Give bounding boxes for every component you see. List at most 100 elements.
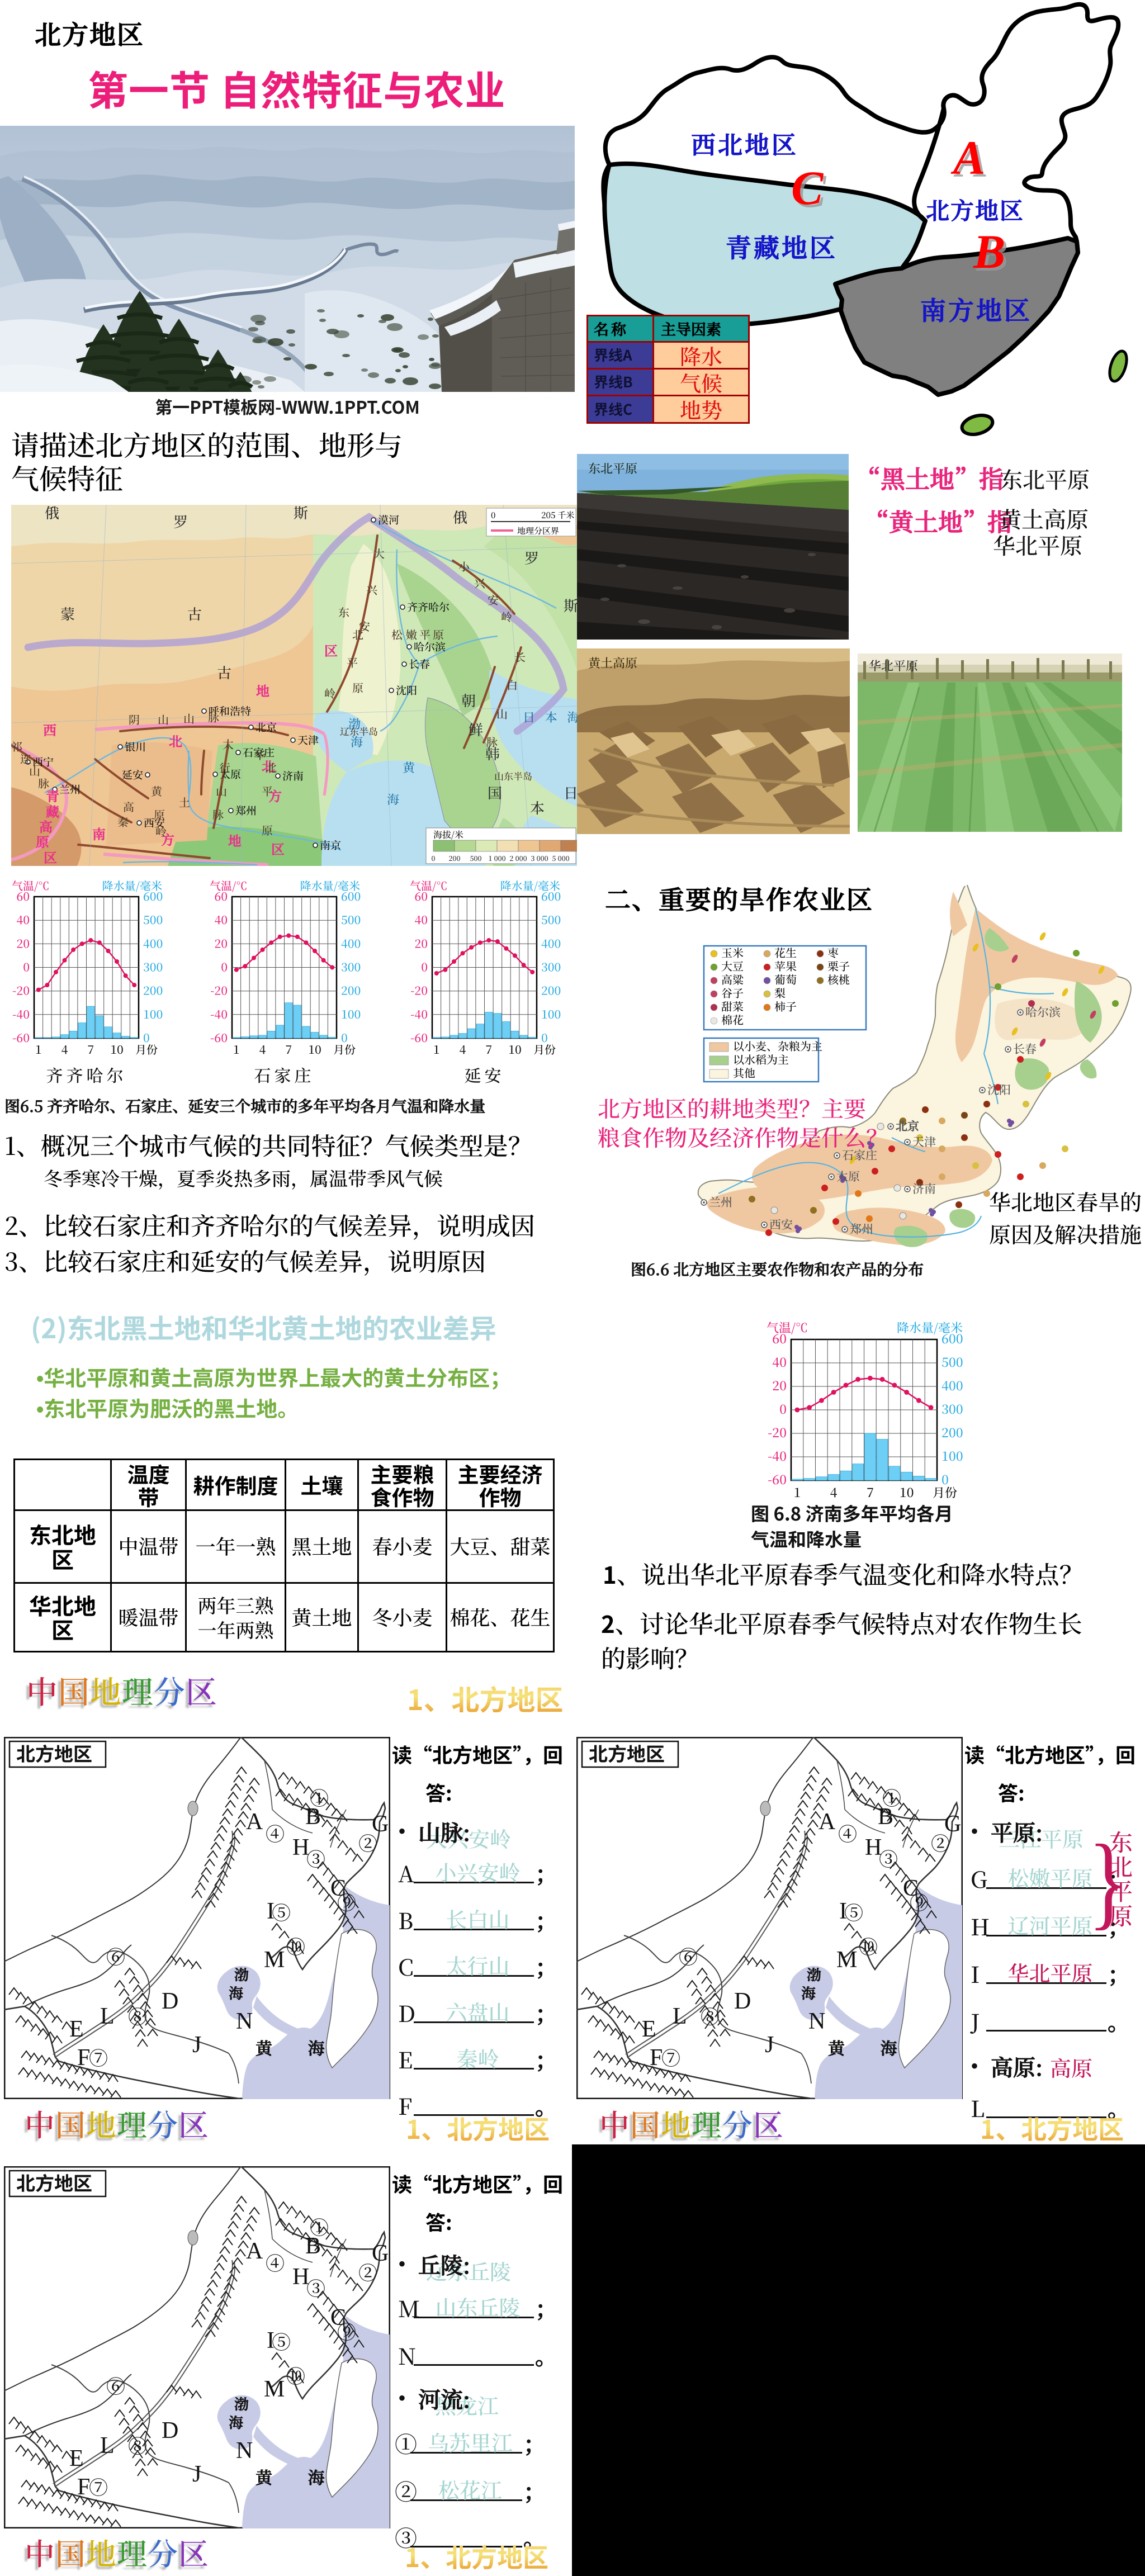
svg-text:I: I (839, 1898, 847, 1924)
svg-text:松: 松 (391, 626, 403, 642)
svg-text:脉: 脉 (38, 775, 49, 791)
svg-text:0: 0 (23, 959, 30, 976)
svg-text:区: 区 (324, 640, 338, 660)
svg-text:0: 0 (941, 1470, 949, 1488)
svg-text:C: C (791, 161, 824, 215)
svg-text:郑州: 郑州 (235, 803, 257, 818)
svg-text:4: 4 (830, 1483, 838, 1501)
svg-text:500: 500 (941, 1352, 963, 1371)
svg-text:原: 原 (352, 679, 363, 695)
svg-text:4: 4 (460, 1041, 466, 1058)
svg-text:60: 60 (214, 888, 228, 905)
svg-text:100: 100 (341, 1006, 361, 1022)
svg-text:1: 1 (233, 1041, 240, 1058)
svg-text:⑤: ⑤ (272, 1898, 291, 1925)
svg-text:N: N (808, 2009, 825, 2034)
svg-text:大: 大 (373, 545, 385, 561)
svg-text:方: 方 (161, 829, 174, 849)
svg-text:西宁: 西宁 (32, 754, 54, 769)
svg-text:-20: -20 (12, 982, 30, 999)
svg-text:0: 0 (491, 509, 495, 521)
svg-text:地: 地 (228, 830, 242, 850)
svg-text:谷子: 谷子 (721, 984, 744, 1001)
svg-text:N: N (236, 2009, 253, 2034)
svg-text:岭: 岭 (155, 823, 167, 839)
svg-text:俄: 俄 (45, 505, 60, 523)
svg-text:南方地区: 南方地区 (920, 291, 1032, 328)
svg-text:沈阳: 沈阳 (396, 683, 417, 698)
svg-text:④: ④ (266, 1819, 285, 1846)
svg-text:B: B (305, 1804, 321, 1830)
svg-text:沈阳: 沈阳 (987, 1081, 1011, 1098)
svg-text:100: 100 (143, 1006, 163, 1022)
svg-text:400: 400 (341, 935, 361, 951)
svg-text:黄: 黄 (151, 783, 162, 799)
svg-text:月份: 月份 (135, 1041, 158, 1057)
svg-text:④: ④ (838, 1819, 857, 1846)
svg-text:平: 平 (419, 626, 430, 642)
svg-text:日 本 海: 日 本 海 (523, 708, 577, 726)
svg-text:甜菜: 甜菜 (721, 998, 744, 1014)
svg-text:天津: 天津 (912, 1133, 936, 1150)
svg-text:200: 200 (541, 982, 561, 999)
svg-text:高: 高 (123, 798, 134, 815)
svg-text:60: 60 (772, 1329, 787, 1347)
svg-text:花生: 花生 (774, 944, 797, 960)
svg-text:古: 古 (187, 603, 203, 624)
svg-text:玉米: 玉米 (721, 944, 744, 960)
svg-text:A: A (246, 2238, 263, 2264)
svg-text:H: H (292, 1835, 309, 1860)
svg-text:韩: 韩 (485, 743, 501, 764)
svg-text:黄: 黄 (403, 759, 418, 776)
svg-text:④: ④ (266, 2248, 285, 2276)
svg-text:⑧: ⑧ (128, 2002, 147, 2029)
svg-text:华: 华 (254, 746, 266, 763)
svg-text:月份: 月份 (933, 1484, 957, 1501)
svg-text:山: 山 (29, 763, 40, 779)
svg-text:⑩: ⑩ (286, 2361, 305, 2389)
svg-text:脉: 脉 (212, 806, 224, 822)
svg-text:4: 4 (259, 1041, 266, 1058)
svg-text:1: 1 (433, 1041, 440, 1058)
svg-text:太: 太 (223, 736, 234, 752)
svg-text:7: 7 (867, 1483, 874, 1501)
svg-text:罗: 罗 (524, 547, 540, 568)
svg-text:平: 平 (262, 783, 273, 799)
svg-text:原: 原 (36, 831, 49, 851)
svg-text:⑦: ⑦ (89, 2473, 108, 2500)
svg-text:F: F (77, 2045, 90, 2071)
svg-text:小: 小 (458, 558, 470, 574)
svg-text:①: ① (882, 1783, 901, 1811)
svg-text:藏: 藏 (46, 801, 59, 821)
svg-text:俄: 俄 (453, 506, 469, 527)
svg-text:⑨: ⑨ (337, 1888, 356, 1915)
svg-text:石家庄: 石家庄 (254, 1062, 315, 1087)
svg-text:-20: -20 (210, 982, 228, 999)
svg-text:7: 7 (87, 1041, 94, 1058)
svg-text:⑨: ⑨ (910, 1888, 929, 1915)
svg-text:兴: 兴 (474, 575, 485, 591)
svg-text:鲜: 鲜 (469, 719, 484, 740)
svg-text:7: 7 (285, 1041, 292, 1058)
svg-text:C: C (794, 164, 827, 217)
svg-text:②: ② (358, 2258, 377, 2285)
svg-text:0: 0 (341, 1029, 348, 1046)
svg-text:2 000: 2 000 (509, 853, 527, 863)
svg-text:D: D (162, 2418, 178, 2444)
svg-text:5 000: 5 000 (552, 853, 569, 863)
svg-text:嫩: 嫩 (406, 626, 417, 642)
svg-text:200: 200 (341, 982, 361, 999)
svg-text:D: D (162, 1988, 178, 2014)
svg-text:北方地区: 北方地区 (926, 193, 1024, 226)
svg-text:C: C (330, 2305, 346, 2331)
svg-text:300: 300 (541, 959, 561, 976)
svg-text:40: 40 (772, 1352, 787, 1371)
svg-text:M: M (264, 1947, 285, 1973)
svg-text:北: 北 (169, 731, 182, 750)
svg-text:原: 原 (154, 806, 165, 822)
svg-text:东北平原: 东北平原 (588, 460, 637, 477)
svg-text:⑩: ⑩ (286, 1932, 305, 1959)
svg-text:⑥: ⑥ (679, 1942, 698, 1969)
svg-text:黄 海: 黄 海 (256, 2464, 340, 2489)
svg-text:气温/℃: 气温/℃ (12, 879, 49, 893)
